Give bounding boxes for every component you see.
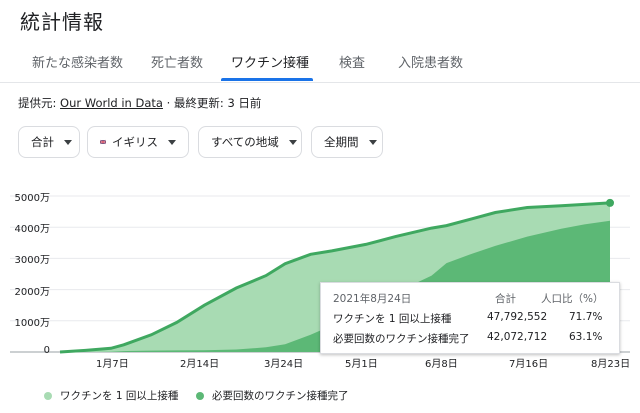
y-tick-label: 3000万 <box>14 255 50 267</box>
legend-label: 必要回数のワクチン接種完了 <box>212 390 349 402</box>
metric-dropdown-value: 合計 <box>31 135 54 149</box>
tooltip-col-pct: 人口比（%） <box>541 293 604 305</box>
period-dropdown-value: 全期間 <box>324 135 359 149</box>
legend-swatch <box>44 391 52 400</box>
tab-vaccinations[interactable]: ワクチン接種 <box>231 56 310 71</box>
region-dropdown-value: すべての地域 <box>211 135 279 149</box>
tooltip-date: 2021年8月24日 <box>333 293 412 305</box>
region-dropdown[interactable]: すべての地域 <box>198 126 302 158</box>
y-tick-label: 1000万 <box>14 317 50 329</box>
tooltip-row-total: 42,072,712 <box>487 331 548 343</box>
x-tick-label: 1月7日 <box>96 359 129 370</box>
chevron-down-icon <box>64 139 72 145</box>
source-prefix: 提供元: <box>18 96 61 110</box>
page-title: 統計情報 <box>20 10 104 34</box>
x-tick-label: 3月24日 <box>264 359 304 370</box>
stats-tabs: 新たな感染者数 死亡者数 ワクチン接種 検査 入院患者数 <box>0 42 640 83</box>
tab-deaths[interactable]: 死亡者数 <box>151 56 204 71</box>
country-dropdown-value: イギリス <box>112 135 158 149</box>
source-line: 提供元: Our World in Data · 最終更新: 3 日前 <box>18 95 261 111</box>
uk-flag-icon <box>100 139 106 145</box>
legend-label: ワクチンを 1 回以上接種 <box>60 390 179 402</box>
period-dropdown[interactable]: 全期間 <box>311 126 383 158</box>
tab-new-cases[interactable]: 新たな感染者数 <box>32 56 124 71</box>
chart-tooltip: 2021年8月24日 合計 人口比（%） ワクチンを 1 回以上接種 47,79… <box>320 282 620 354</box>
legend-swatch <box>196 391 204 400</box>
last-updated: · 最終更新: 3 日前 <box>162 96 262 110</box>
y-tick-label: 0 <box>43 345 50 356</box>
legend-item-fully-vaccinated[interactable]: 必要回数のワクチン接種完了 <box>196 388 349 403</box>
source-link[interactable]: Our World in Data <box>60 96 163 110</box>
x-tick-label: 5月1日 <box>345 359 378 370</box>
tooltip-row-label: ワクチンを 1 回以上接種 <box>333 313 452 325</box>
tab-hospitalizations[interactable]: 入院患者数 <box>398 56 464 71</box>
tooltip-row-pct: 71.7% <box>569 311 603 323</box>
tooltip-col-total: 合計 <box>495 293 516 305</box>
series-point-first-dose <box>606 198 614 207</box>
x-tick-label: 2月14日 <box>180 359 220 370</box>
series-line-first-dose <box>59 201 611 354</box>
x-tick-label: 6月8日 <box>425 359 458 370</box>
y-tick-label: 5000万 <box>14 193 50 204</box>
chevron-down-icon <box>288 139 297 145</box>
legend-item-first-dose[interactable]: ワクチンを 1 回以上接種 <box>44 388 178 403</box>
tooltip-row-total: 47,792,552 <box>487 311 548 323</box>
x-tick-label: 8月23日 <box>591 359 631 370</box>
tooltip-row-pct: 63.1% <box>569 331 603 343</box>
country-dropdown[interactable]: イギリス <box>87 126 189 158</box>
chevron-down-icon <box>168 139 176 145</box>
y-tick-label: 2000万 <box>14 286 50 298</box>
x-tick-label: 7月16日 <box>509 359 549 370</box>
active-tab-indicator <box>221 78 313 81</box>
tooltip-row-label: 必要回数のワクチン接種完了 <box>333 333 470 345</box>
metric-dropdown[interactable]: 合計 <box>18 126 80 158</box>
chevron-down-icon <box>368 139 377 145</box>
y-tick-label: 4000万 <box>14 224 50 236</box>
tab-testing[interactable]: 検査 <box>339 56 366 71</box>
